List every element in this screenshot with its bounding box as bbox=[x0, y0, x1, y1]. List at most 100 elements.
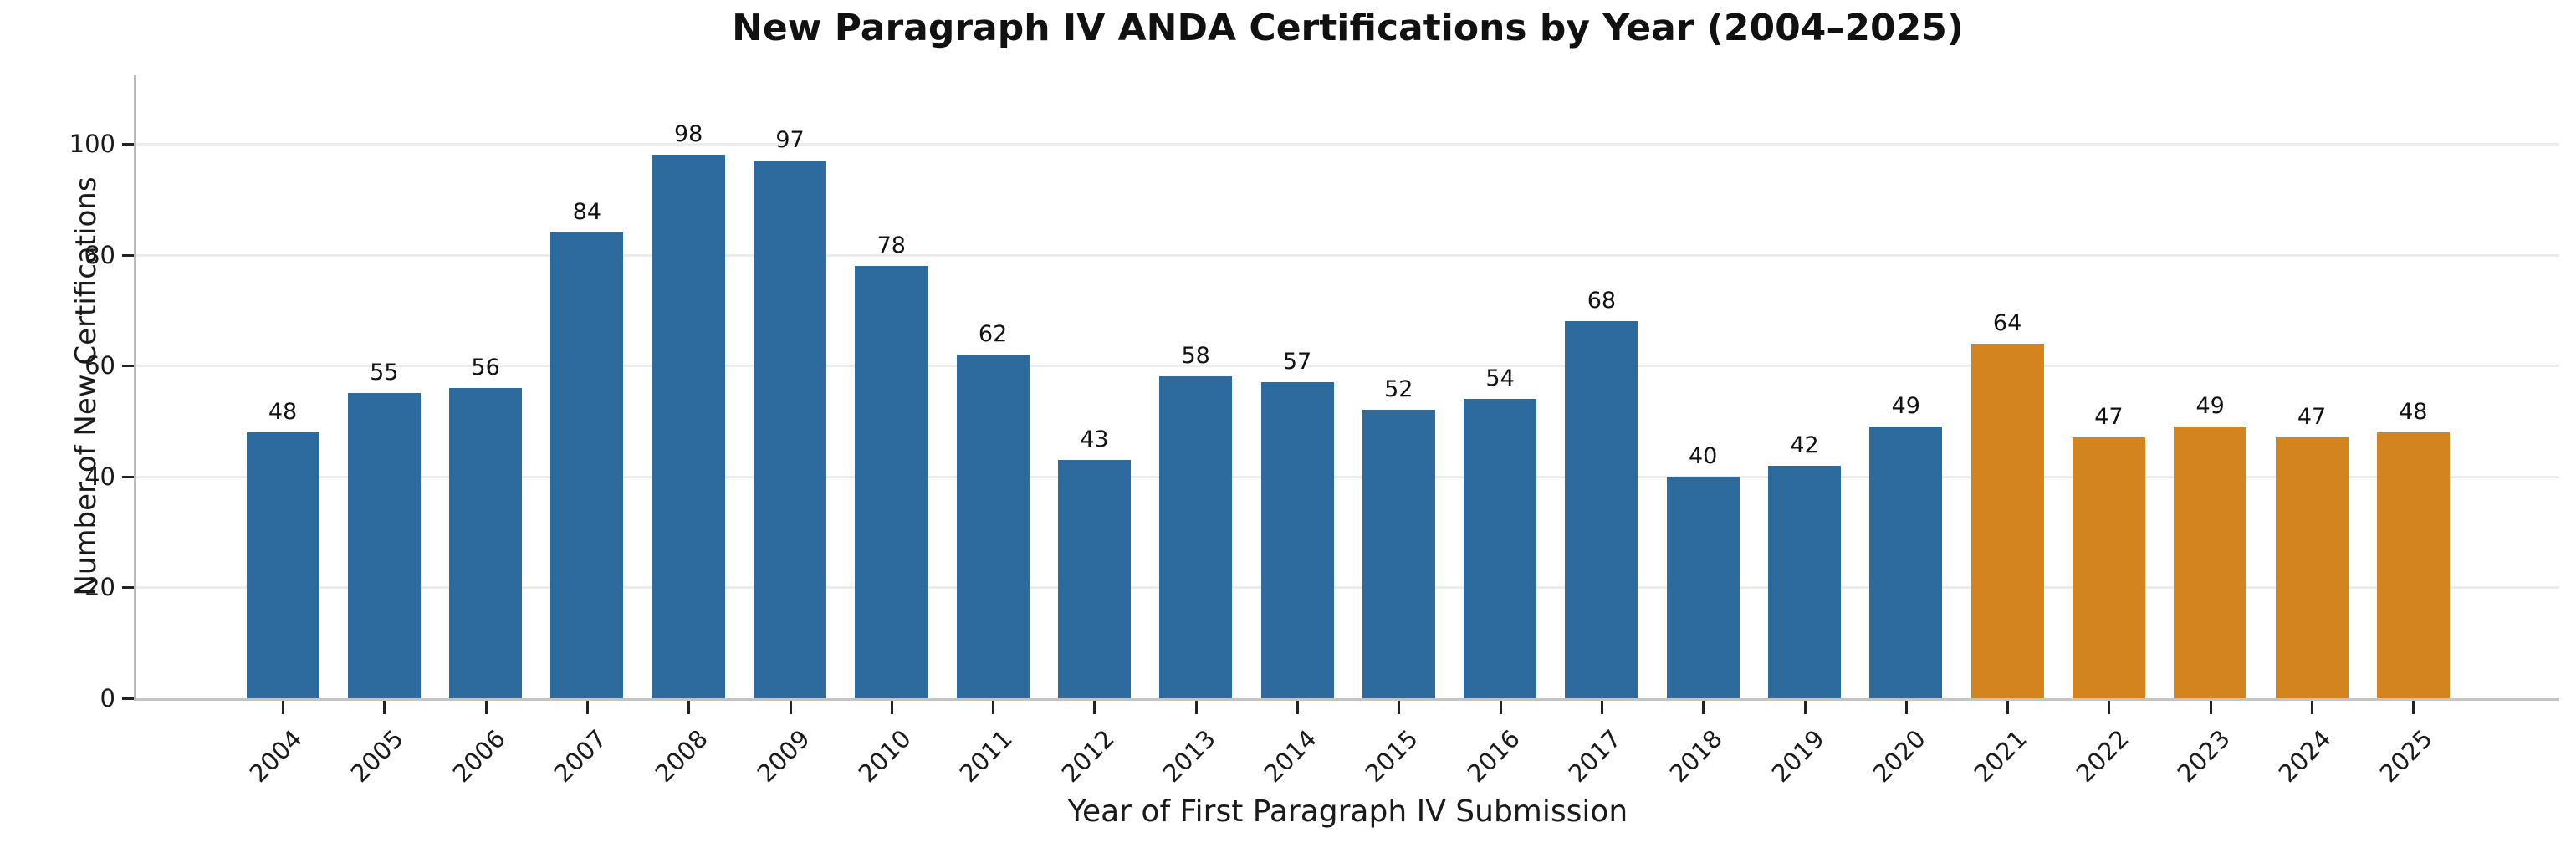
x-axis-tick-label-text: 2007 bbox=[548, 724, 612, 789]
x-axis-tick-label-text: 2011 bbox=[953, 724, 1019, 789]
x-axis-tick-label-text: 2013 bbox=[1157, 724, 1221, 789]
x-axis-tick-label-text: 2010 bbox=[852, 724, 917, 789]
y-axis-tick bbox=[122, 253, 135, 257]
x-axis-line bbox=[136, 698, 2559, 701]
bar bbox=[449, 387, 523, 698]
bar-value-label: 62 bbox=[978, 320, 1008, 347]
x-axis-tick-label-text: 2004 bbox=[243, 724, 309, 789]
bar bbox=[1057, 459, 1131, 698]
bar-value-label: 47 bbox=[2297, 404, 2327, 431]
y-axis-tick bbox=[122, 143, 135, 146]
bar-value-label: 58 bbox=[1181, 343, 1210, 370]
bar bbox=[1565, 321, 1638, 698]
x-axis-tick bbox=[1904, 701, 1908, 714]
bar bbox=[652, 155, 725, 698]
bar-value-label: 47 bbox=[2094, 404, 2124, 431]
x-axis-tick bbox=[383, 701, 386, 714]
x-axis-tick bbox=[789, 701, 792, 714]
x-axis-tick-label-text: 2015 bbox=[1360, 724, 1424, 789]
bar bbox=[1464, 398, 1537, 698]
x-axis-tick-label-text: 2024 bbox=[2272, 724, 2338, 789]
bar bbox=[2072, 437, 2145, 698]
bar-value-label: 42 bbox=[1790, 432, 1819, 458]
bar-value-label: 48 bbox=[268, 398, 298, 425]
x-axis-tick bbox=[1398, 701, 1401, 714]
x-axis-tick bbox=[2108, 701, 2111, 714]
x-axis-tick-label-text: 2023 bbox=[2171, 724, 2236, 789]
x-axis-tick-label-text: 2006 bbox=[447, 724, 511, 789]
x-axis-tick bbox=[1702, 701, 1705, 714]
x-axis-tick bbox=[2006, 701, 2010, 714]
bar bbox=[956, 354, 1030, 698]
bar-value-label: 98 bbox=[674, 121, 703, 148]
bar bbox=[1362, 410, 1435, 698]
y-axis-tick bbox=[122, 475, 135, 478]
x-axis-tick-label-text: 2020 bbox=[1867, 724, 1931, 789]
gridline bbox=[136, 365, 2559, 368]
bar bbox=[347, 393, 421, 698]
y-axis-tick-label: 20 bbox=[84, 573, 115, 602]
chart-title: New Paragraph IV ANDA Certifications by … bbox=[732, 7, 1964, 49]
bar-value-label: 97 bbox=[775, 126, 805, 153]
y-axis-tick bbox=[122, 365, 135, 368]
bar bbox=[1159, 376, 1233, 698]
x-axis-tick bbox=[282, 701, 284, 714]
x-axis-tick-label-text: 2025 bbox=[2374, 724, 2439, 789]
x-axis-tick-label-text: 2005 bbox=[345, 724, 410, 789]
bar-value-label: 49 bbox=[1891, 393, 1920, 420]
x-axis-tick-label-text: 2021 bbox=[1968, 724, 2033, 789]
x-axis-tick bbox=[1194, 701, 1198, 714]
bar bbox=[2275, 437, 2349, 698]
bar-value-label: 68 bbox=[1587, 288, 1617, 314]
bar-value-label: 55 bbox=[370, 360, 399, 386]
x-axis-tick bbox=[1600, 701, 1603, 714]
x-axis-tick-label-text: 2012 bbox=[1055, 724, 1120, 789]
gridline bbox=[136, 253, 2559, 257]
x-axis-tick bbox=[1093, 701, 1096, 714]
bar-value-label: 40 bbox=[1689, 442, 1718, 469]
bar bbox=[855, 265, 928, 698]
bar bbox=[1666, 476, 1740, 698]
gridline bbox=[136, 586, 2559, 590]
bar bbox=[550, 232, 624, 698]
x-axis-tick bbox=[687, 701, 691, 714]
x-axis-tick-label-text: 2022 bbox=[2070, 724, 2134, 789]
bar-value-label: 56 bbox=[471, 354, 500, 381]
bar-value-label: 48 bbox=[2399, 398, 2428, 425]
gridline bbox=[136, 475, 2559, 478]
bar-value-label: 57 bbox=[1282, 349, 1312, 375]
bar bbox=[1768, 465, 1841, 698]
y-axis-tick bbox=[122, 697, 135, 700]
bar-value-label: 43 bbox=[1080, 426, 1109, 452]
bar bbox=[754, 160, 826, 698]
x-axis-tick-label-text: 2009 bbox=[751, 724, 815, 789]
bar-value-label: 78 bbox=[877, 232, 906, 258]
y-axis-line bbox=[134, 75, 136, 701]
x-axis-tick bbox=[890, 701, 893, 714]
x-axis-label: Year of First Paragraph IV Submission bbox=[1067, 794, 1628, 829]
y-axis-tick bbox=[122, 586, 135, 590]
bar-value-label: 52 bbox=[1384, 376, 1413, 403]
y-axis-tick-label: 40 bbox=[84, 462, 115, 491]
bar bbox=[2376, 432, 2450, 698]
bar-value-label: 84 bbox=[572, 199, 602, 226]
bar bbox=[1869, 426, 1943, 698]
x-axis-tick-label-text: 2019 bbox=[1766, 724, 1830, 789]
x-axis-tick-label-text: 2016 bbox=[1461, 724, 1526, 789]
x-axis-tick bbox=[992, 701, 995, 714]
bar bbox=[246, 432, 319, 698]
x-axis-tick bbox=[2311, 701, 2313, 714]
y-axis-tick-label: 60 bbox=[84, 351, 115, 381]
y-axis-tick-label: 80 bbox=[84, 240, 115, 269]
x-axis-tick bbox=[2209, 701, 2212, 714]
bar bbox=[1970, 343, 2044, 698]
gridline bbox=[136, 143, 2559, 146]
x-axis-tick-label-text: 2017 bbox=[1562, 724, 1627, 789]
x-axis-tick bbox=[2412, 701, 2415, 714]
x-axis-tick bbox=[1803, 701, 1807, 714]
y-axis-tick-label: 100 bbox=[69, 130, 115, 158]
bar-value-label: 64 bbox=[1992, 309, 2022, 336]
x-axis-tick bbox=[585, 701, 589, 714]
